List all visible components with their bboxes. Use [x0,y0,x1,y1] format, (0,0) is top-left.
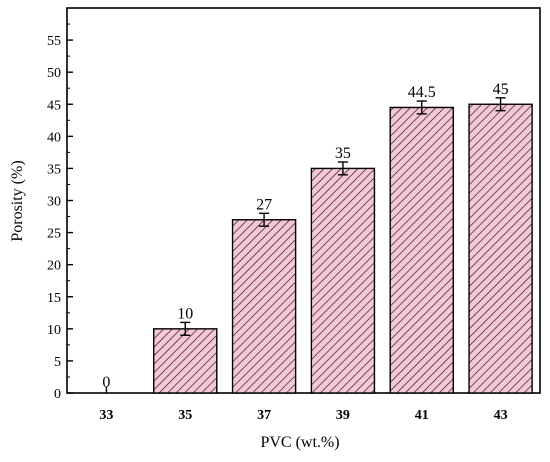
y-tick-label: 55 [47,34,61,49]
bar [231,219,297,394]
y-tick-label: 40 [47,130,61,145]
data-label: 0 [102,374,110,391]
y-tick-label: 15 [47,291,61,306]
y-axis-title: Porosity (%) [9,160,26,241]
data-label: 10 [177,305,193,322]
y-tick-label: 35 [47,162,61,177]
bar [153,328,218,394]
bar [389,106,454,394]
y-tick-label: 20 [47,259,61,274]
y-tick-label: 30 [47,195,61,210]
bar [310,167,376,394]
x-tick-label: 39 [336,408,350,423]
x-tick-label: 41 [415,408,429,423]
plot-area: 0 5 10 15 20 25 30 35 40 45 50 55 33 0 35 10 37 27 39 35 41 4… [47,7,541,423]
x-tick-label: 37 [257,408,271,423]
data-label: 35 [335,145,351,162]
x-tick-label: 35 [178,408,192,423]
data-label: 27 [256,196,272,213]
y-tick-label: 0 [54,387,61,402]
bar [468,103,533,394]
y-tick-label: 45 [47,98,61,113]
y-tick-label: 50 [47,66,61,81]
x-axis-title: PVC (wt.%) [260,434,339,451]
y-tick-label: 25 [47,227,61,242]
x-tick-label: 33 [99,408,113,423]
x-tick-label: 43 [494,408,508,423]
y-tick-label: 5 [54,355,61,370]
data-label: 44.5 [408,84,436,101]
data-label: 45 [493,81,509,98]
y-tick-label: 10 [47,323,61,338]
